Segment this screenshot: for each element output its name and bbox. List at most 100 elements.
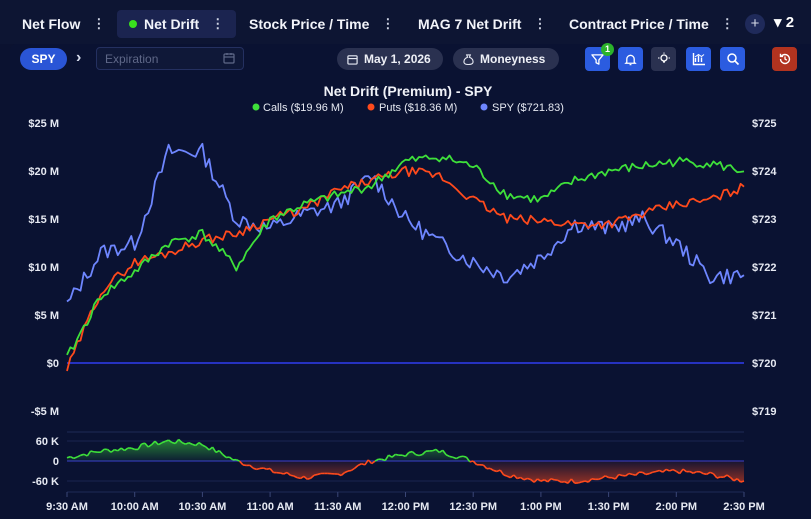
- net-segment: [449, 455, 454, 459]
- zoom-button[interactable]: [720, 47, 745, 71]
- chevron-right-icon[interactable]: ›: [76, 49, 82, 66]
- net-segment: [137, 443, 143, 450]
- tab-stock-price-time[interactable]: Stock Price / Time ⋮: [249, 10, 394, 38]
- net-segment: [703, 472, 707, 476]
- net-segment: [178, 438, 183, 444]
- money-bag-icon: [463, 53, 474, 65]
- net-segment: [242, 464, 247, 467]
- history-icon: [779, 53, 790, 65]
- net-segment: [131, 447, 135, 451]
- y-left-tick-label: $20 M: [28, 166, 59, 178]
- x-tick-label: 2:30 PM: [723, 501, 765, 513]
- net-segment: [587, 478, 593, 483]
- legend-calls-marker: [252, 103, 260, 111]
- moneyness-button[interactable]: Moneyness: [453, 48, 559, 70]
- x-tick-label: 11:00 AM: [246, 501, 293, 513]
- net-positive-area: [67, 439, 744, 461]
- net-segment: [642, 471, 647, 476]
- lower-tick-label: 60 K: [36, 436, 59, 448]
- net-segment: [482, 464, 488, 470]
- net-segment: [540, 478, 545, 482]
- net-segment: [80, 453, 85, 457]
- net-segment: [635, 471, 640, 476]
- net-segment: [530, 478, 535, 483]
- net-segment: [533, 478, 539, 483]
- calendar-icon: [347, 54, 358, 65]
- net-segment: [124, 447, 129, 452]
- legend-puts[interactable]: Puts ($18.36 M): [379, 102, 457, 114]
- tab-menu-icon[interactable]: ⋮: [381, 16, 395, 31]
- tab-contract-price-time[interactable]: Contract Price / Time ⋮: [569, 10, 734, 38]
- moneyness-label: Moneyness: [480, 52, 546, 66]
- net-segment: [598, 477, 603, 481]
- net-segment: [438, 449, 444, 454]
- legend-calls[interactable]: Calls ($19.96 M): [263, 102, 344, 114]
- net-segment: [520, 476, 525, 481]
- y-left-tick-label: $0: [47, 358, 59, 370]
- net-segment: [357, 463, 362, 467]
- net-segment: [628, 472, 633, 476]
- net-segment: [117, 447, 122, 452]
- filter-count-badge: 1: [601, 43, 614, 56]
- net-segment: [239, 460, 244, 466]
- tab-bar: Net Flow ⋮ Net Drift ⋮ Stock Price / Time ⋮…: [0, 0, 811, 44]
- x-tick-label: 1:30 PM: [588, 501, 630, 513]
- net-segment: [729, 476, 735, 482]
- net-segment: [543, 479, 549, 483]
- net-segment: [618, 473, 623, 477]
- tab-net-drift[interactable]: Net Drift ⋮: [117, 10, 237, 38]
- expiration-input[interactable]: Expiration: [96, 47, 244, 70]
- net-segment: [283, 471, 288, 475]
- tab-label: Contract Price / Time: [569, 16, 709, 32]
- tab-menu-icon[interactable]: ⋮: [720, 16, 734, 31]
- chart-settings-button[interactable]: [686, 47, 711, 71]
- net-segment: [689, 470, 694, 474]
- net-segment: [114, 448, 119, 452]
- net-segment: [164, 439, 169, 443]
- net-segment: [459, 455, 464, 458]
- net-segment: [222, 453, 227, 459]
- tab-count-dropdown[interactable]: ▾ 2: [774, 14, 795, 31]
- net-segment: [550, 477, 555, 481]
- net-segment: [364, 459, 369, 466]
- tab-menu-icon[interactable]: ⋮: [92, 16, 106, 31]
- tab-menu-icon[interactable]: ⋮: [211, 16, 225, 31]
- legend-spy[interactable]: SPY ($721.83): [492, 102, 564, 114]
- net-segment: [191, 443, 196, 447]
- net-segment: [354, 464, 359, 469]
- tab-label: Net Drift: [144, 16, 200, 32]
- net-segment: [712, 473, 718, 479]
- ticker-button[interactable]: SPY: [20, 48, 67, 70]
- net-segment: [442, 449, 447, 456]
- net-segment: [547, 478, 552, 483]
- history-button[interactable]: [772, 47, 797, 71]
- tab-net-flow[interactable]: Net Flow ⋮: [22, 10, 105, 38]
- net-segment: [303, 475, 308, 480]
- insights-button[interactable]: [651, 47, 676, 71]
- net-segment: [445, 454, 450, 458]
- x-tick-label: 12:00 PM: [382, 501, 430, 513]
- x-tick-label: 11:30 AM: [314, 501, 361, 513]
- net-segment: [228, 456, 234, 461]
- net-segment: [76, 454, 81, 458]
- net-segment: [604, 475, 609, 479]
- net-segment: [66, 455, 71, 459]
- net-segment: [692, 470, 697, 474]
- y-right-tick-label: $719: [752, 406, 776, 418]
- net-segment: [286, 471, 291, 476]
- tab-mag7-net-drift[interactable]: MAG 7 Net Drift ⋮: [418, 10, 546, 38]
- net-segment: [570, 478, 576, 484]
- date-picker-button[interactable]: May 1, 2026: [337, 48, 443, 70]
- add-tab-button[interactable]: +: [745, 14, 765, 34]
- net-segment: [645, 472, 650, 476]
- net-segment: [290, 474, 294, 477]
- net-segment: [347, 469, 352, 472]
- net-segment: [269, 468, 275, 474]
- tab-menu-icon[interactable]: ⋮: [533, 16, 547, 31]
- net-segment: [296, 476, 301, 480]
- net-segment: [452, 456, 457, 460]
- lower-tick-label: -60 K: [32, 476, 59, 488]
- x-tick-label: 2:00 PM: [656, 501, 698, 513]
- alerts-button[interactable]: [618, 47, 643, 71]
